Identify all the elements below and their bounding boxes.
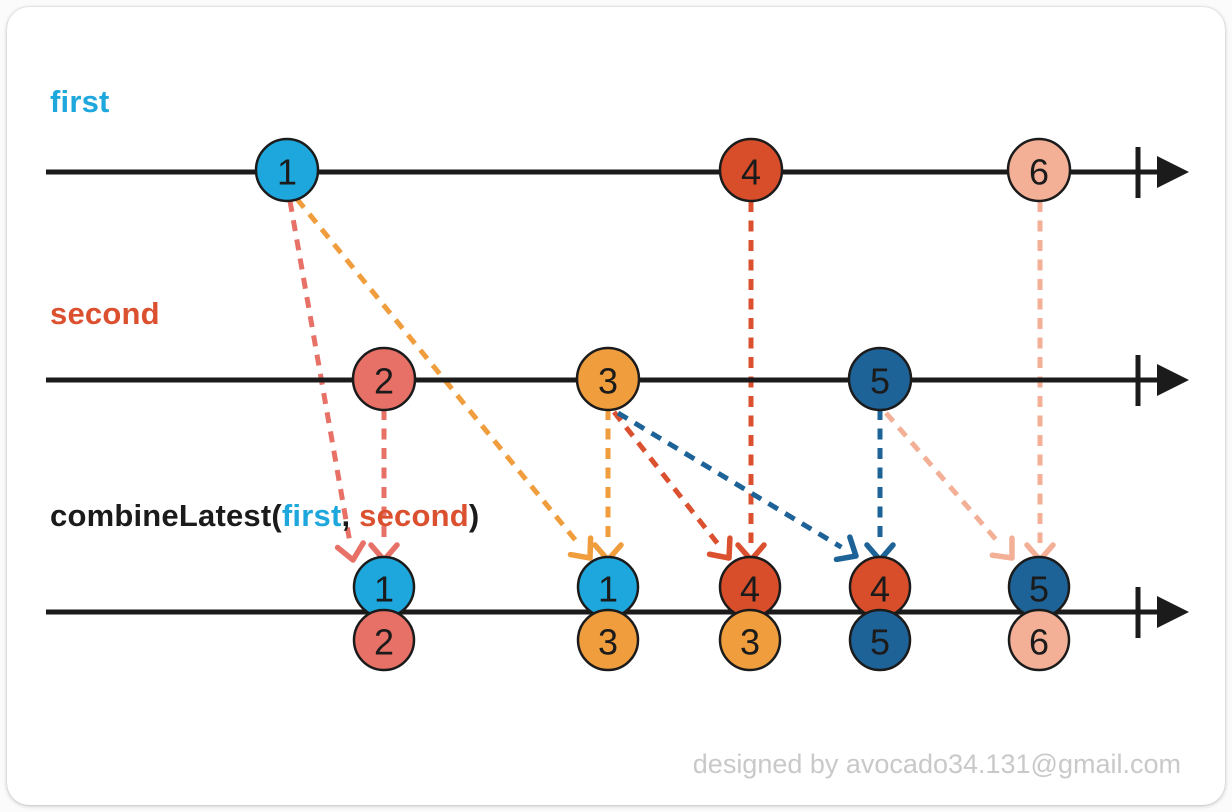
operator-label-prefix: combineLatest( bbox=[50, 498, 282, 533]
marble-first-value: 6 bbox=[1029, 152, 1049, 193]
connector-line bbox=[612, 410, 721, 547]
timeline-arrow-icon bbox=[1157, 364, 1189, 396]
connector-line bbox=[616, 410, 843, 550]
timeline-arrow-icon bbox=[1157, 596, 1189, 628]
marble-output-top-value: 4 bbox=[740, 569, 760, 610]
marble-second: 3 bbox=[575, 346, 641, 412]
connector-arrowhead-icon bbox=[706, 535, 733, 561]
marble-second-value: 5 bbox=[870, 361, 890, 402]
marble-second-value: 3 bbox=[598, 361, 618, 402]
marble-output-bottom-value: 6 bbox=[1029, 622, 1049, 663]
marble-output-bottom: 3 bbox=[718, 608, 782, 672]
marble-output-top-value: 5 bbox=[1029, 569, 1049, 610]
marble-output-top-value: 1 bbox=[598, 569, 618, 610]
marble-output-bottom: 6 bbox=[1007, 608, 1071, 672]
marble-output-bottom-value: 3 bbox=[598, 622, 618, 663]
connector-arrowhead-icon bbox=[833, 534, 859, 563]
marble-first: 6 bbox=[1006, 137, 1072, 203]
operator-label-first-arg: first bbox=[281, 498, 342, 533]
operator-label-separator: , bbox=[341, 498, 360, 533]
marble-second-value: 2 bbox=[374, 361, 394, 402]
marble-output-top: 4 bbox=[718, 555, 782, 619]
connector-line bbox=[295, 197, 582, 547]
stream-label-second: second bbox=[50, 296, 160, 331]
marble-output-bottom: 2 bbox=[352, 608, 416, 672]
credit-text: designed by avocado34.131@gmail.com bbox=[692, 749, 1181, 779]
marble-output-top-value: 4 bbox=[870, 569, 890, 610]
marble-output-top: 4 bbox=[848, 555, 912, 619]
connector-line bbox=[884, 411, 1003, 547]
marble-second: 5 bbox=[847, 346, 913, 412]
operator-label: combineLatest(first, second) bbox=[50, 498, 479, 534]
operator-label-second-arg: second bbox=[359, 498, 469, 533]
marble-second: 2 bbox=[351, 346, 417, 412]
marble-output-bottom: 3 bbox=[576, 608, 640, 672]
marble-first: 4 bbox=[718, 137, 784, 203]
marble-output-bottom-value: 2 bbox=[374, 622, 394, 663]
connector-arrowhead-icon bbox=[989, 535, 1015, 561]
marble-first-value: 4 bbox=[741, 152, 761, 193]
timeline bbox=[46, 147, 1189, 198]
marble-output-top: 1 bbox=[576, 555, 640, 619]
marble-output-top-value: 1 bbox=[374, 569, 394, 610]
connector-arrowhead-icon bbox=[334, 540, 366, 563]
timeline-arrow-icon bbox=[1157, 156, 1189, 188]
marble-output-top: 1 bbox=[352, 555, 416, 619]
operator-label-suffix: ) bbox=[468, 498, 480, 533]
marble-output-top: 5 bbox=[1007, 555, 1071, 619]
marble-output-bottom: 5 bbox=[848, 608, 912, 672]
marble-output-bottom-value: 3 bbox=[740, 622, 760, 663]
marble-output-bottom-value: 5 bbox=[870, 622, 890, 663]
marble-first: 1 bbox=[254, 137, 320, 203]
connector-arrowhead-icon bbox=[567, 535, 594, 561]
stream-label-first: first bbox=[50, 84, 110, 119]
marble-first-value: 1 bbox=[277, 152, 297, 193]
